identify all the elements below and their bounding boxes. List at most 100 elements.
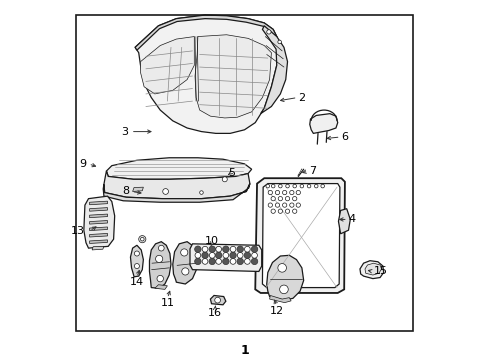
Circle shape bbox=[244, 246, 250, 252]
Circle shape bbox=[266, 30, 270, 34]
Text: 11: 11 bbox=[160, 298, 174, 308]
Circle shape bbox=[271, 184, 274, 188]
Circle shape bbox=[275, 203, 279, 207]
Circle shape bbox=[215, 246, 221, 252]
Circle shape bbox=[199, 191, 203, 194]
Polygon shape bbox=[309, 114, 337, 134]
Circle shape bbox=[215, 258, 221, 264]
Circle shape bbox=[139, 235, 145, 243]
Circle shape bbox=[140, 237, 144, 241]
Circle shape bbox=[279, 285, 287, 294]
Text: 8: 8 bbox=[122, 186, 129, 197]
Polygon shape bbox=[359, 261, 383, 279]
Circle shape bbox=[209, 252, 215, 258]
Circle shape bbox=[300, 184, 303, 188]
Polygon shape bbox=[104, 171, 249, 199]
Circle shape bbox=[194, 258, 201, 265]
Polygon shape bbox=[338, 209, 349, 234]
Polygon shape bbox=[103, 184, 249, 202]
Circle shape bbox=[202, 258, 207, 264]
Text: 15: 15 bbox=[373, 266, 387, 276]
Polygon shape bbox=[132, 187, 143, 192]
Circle shape bbox=[244, 258, 250, 264]
Circle shape bbox=[282, 190, 286, 195]
Circle shape bbox=[222, 258, 228, 265]
Circle shape bbox=[157, 275, 163, 282]
Circle shape bbox=[230, 258, 235, 264]
Text: 6: 6 bbox=[341, 132, 347, 142]
Circle shape bbox=[267, 203, 272, 207]
Polygon shape bbox=[266, 255, 303, 300]
Circle shape bbox=[134, 251, 139, 256]
Circle shape bbox=[208, 258, 215, 265]
Polygon shape bbox=[155, 285, 167, 289]
Text: 2: 2 bbox=[298, 93, 305, 103]
Circle shape bbox=[222, 246, 228, 252]
Polygon shape bbox=[364, 263, 381, 275]
Circle shape bbox=[237, 252, 243, 258]
Circle shape bbox=[134, 264, 139, 269]
Polygon shape bbox=[135, 15, 276, 50]
Circle shape bbox=[155, 255, 163, 262]
Circle shape bbox=[296, 190, 300, 195]
Circle shape bbox=[278, 209, 282, 213]
Polygon shape bbox=[190, 244, 261, 271]
Circle shape bbox=[215, 252, 222, 258]
Circle shape bbox=[285, 184, 289, 188]
Polygon shape bbox=[89, 240, 107, 243]
Circle shape bbox=[251, 246, 257, 252]
Circle shape bbox=[229, 252, 236, 258]
Polygon shape bbox=[92, 246, 104, 250]
Circle shape bbox=[265, 184, 269, 188]
Polygon shape bbox=[89, 221, 107, 224]
Polygon shape bbox=[172, 242, 198, 284]
Polygon shape bbox=[89, 208, 107, 211]
Circle shape bbox=[244, 252, 250, 258]
Polygon shape bbox=[89, 214, 107, 218]
Circle shape bbox=[292, 209, 296, 213]
Text: 4: 4 bbox=[348, 215, 355, 224]
Circle shape bbox=[277, 40, 281, 44]
Circle shape bbox=[267, 190, 272, 195]
Circle shape bbox=[292, 197, 296, 201]
Text: 5: 5 bbox=[228, 168, 235, 178]
Polygon shape bbox=[255, 178, 344, 293]
Circle shape bbox=[202, 252, 208, 258]
Circle shape bbox=[270, 197, 275, 201]
Polygon shape bbox=[220, 175, 230, 184]
Polygon shape bbox=[262, 184, 339, 288]
Polygon shape bbox=[260, 26, 287, 114]
Text: 7: 7 bbox=[308, 166, 316, 176]
Polygon shape bbox=[135, 15, 276, 134]
Polygon shape bbox=[140, 37, 194, 94]
Circle shape bbox=[275, 190, 279, 195]
Circle shape bbox=[270, 209, 275, 213]
Circle shape bbox=[223, 252, 228, 258]
Polygon shape bbox=[89, 227, 107, 230]
Circle shape bbox=[214, 297, 220, 303]
Circle shape bbox=[296, 203, 300, 207]
Circle shape bbox=[194, 246, 201, 252]
Circle shape bbox=[222, 177, 227, 182]
Circle shape bbox=[285, 197, 289, 201]
Circle shape bbox=[289, 203, 293, 207]
Polygon shape bbox=[89, 233, 107, 237]
Polygon shape bbox=[106, 158, 251, 179]
Circle shape bbox=[320, 184, 324, 188]
Circle shape bbox=[306, 184, 310, 188]
Circle shape bbox=[251, 258, 257, 265]
Text: 9: 9 bbox=[79, 159, 86, 169]
Circle shape bbox=[237, 258, 243, 265]
Circle shape bbox=[195, 252, 201, 258]
Circle shape bbox=[314, 184, 317, 188]
Text: 1: 1 bbox=[240, 344, 248, 357]
Circle shape bbox=[292, 184, 296, 188]
Polygon shape bbox=[195, 35, 271, 118]
Circle shape bbox=[202, 246, 207, 252]
Polygon shape bbox=[83, 196, 115, 248]
Bar bbox=[76, 15, 412, 330]
Polygon shape bbox=[89, 201, 107, 205]
Circle shape bbox=[208, 246, 215, 252]
Circle shape bbox=[182, 268, 188, 275]
Circle shape bbox=[282, 203, 286, 207]
